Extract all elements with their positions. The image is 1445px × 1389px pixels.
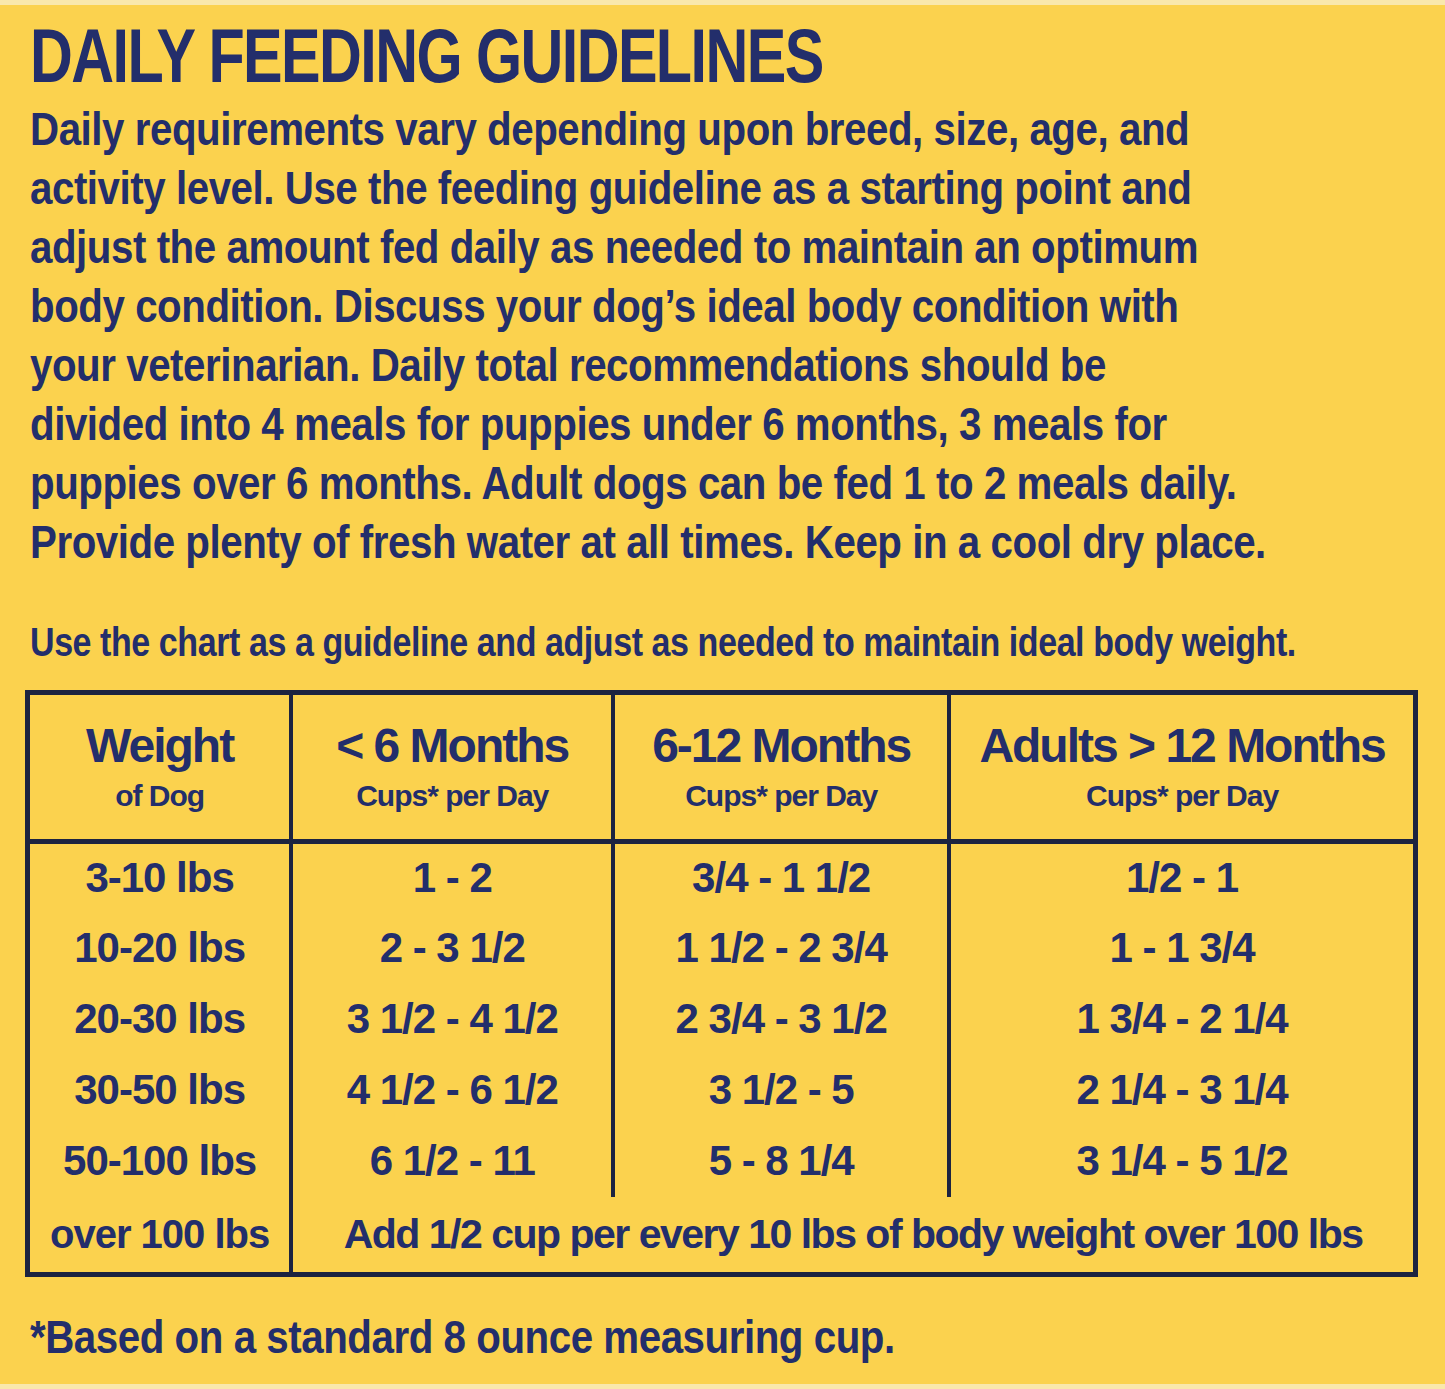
adults-cell: 1/2 - 1 <box>949 842 1415 913</box>
under-6-months-cell: 6 1/2 - 11 <box>291 1126 613 1197</box>
column-header-adults: Adults > 12 Months Cups* per Day <box>949 693 1415 842</box>
column-header-subtitle: Cups* per Day <box>951 779 1413 813</box>
table-row: 3-10 lbs 1 - 2 3/4 - 1 1/2 1/2 - 1 <box>28 842 1416 913</box>
intro-paragraph: Daily requirements vary depending upon b… <box>30 100 1266 572</box>
feeding-guidelines-table: Weight of Dog < 6 Months Cups* per Day 6… <box>25 690 1418 1277</box>
over-100-lbs-note-cell: Add 1/2 cup per every 10 lbs of body wei… <box>291 1197 1415 1275</box>
intro-line: Daily requirements vary depending upon b… <box>30 100 1266 159</box>
intro-line: your veterinarian. Daily total recommend… <box>30 336 1266 395</box>
6-12-months-cell: 2 3/4 - 3 1/2 <box>613 984 949 1055</box>
adults-cell: 2 1/4 - 3 1/4 <box>949 1055 1415 1126</box>
weight-cell: 30-50 lbs <box>28 1055 292 1126</box>
measuring-cup-footnote: *Based on a standard 8 ounce measuring c… <box>30 1310 895 1364</box>
bottom-edge-strip <box>0 1384 1445 1389</box>
under-6-months-cell: 2 - 3 1/2 <box>291 913 613 984</box>
column-header-title: Weight <box>30 721 289 771</box>
table-row: 30-50 lbs 4 1/2 - 6 1/2 3 1/2 - 5 2 1/4 … <box>28 1055 1416 1126</box>
intro-line: Provide plenty of fresh water at all tim… <box>30 513 1266 572</box>
adults-cell: 3 1/4 - 5 1/2 <box>949 1126 1415 1197</box>
adults-cell: 1 - 1 3/4 <box>949 913 1415 984</box>
column-header-subtitle: Cups* per Day <box>615 779 947 813</box>
intro-line: divided into 4 meals for puppies under 6… <box>30 395 1266 454</box>
top-edge-strip <box>0 0 1445 5</box>
under-6-months-cell: 3 1/2 - 4 1/2 <box>291 984 613 1055</box>
under-6-months-cell: 4 1/2 - 6 1/2 <box>291 1055 613 1126</box>
column-header-title: 6-12 Months <box>615 721 947 771</box>
table-row: 50-100 lbs 6 1/2 - 11 5 - 8 1/4 3 1/4 - … <box>28 1126 1416 1197</box>
weight-cell: 20-30 lbs <box>28 984 292 1055</box>
weight-cell: 3-10 lbs <box>28 842 292 913</box>
page-title: DAILY FEEDING GUIDELINES <box>30 12 823 99</box>
column-header-title: < 6 Months <box>293 721 611 771</box>
6-12-months-cell: 5 - 8 1/4 <box>613 1126 949 1197</box>
intro-line: activity level. Use the feeding guidelin… <box>30 159 1266 218</box>
6-12-months-cell: 3 1/2 - 5 <box>613 1055 949 1126</box>
table-header-row: Weight of Dog < 6 Months Cups* per Day 6… <box>28 693 1416 842</box>
intro-line: body condition. Discuss your dog’s ideal… <box>30 277 1266 336</box>
column-header-6-12-months: 6-12 Months Cups* per Day <box>613 693 949 842</box>
intro-line: puppies over 6 months. Adult dogs can be… <box>30 454 1266 513</box>
chart-usage-note: Use the chart as a guideline and adjust … <box>30 620 1296 665</box>
column-header-title: Adults > 12 Months <box>951 721 1413 771</box>
table-row-over-100-lbs: over 100 lbs Add 1/2 cup per every 10 lb… <box>28 1197 1416 1275</box>
weight-cell: 50-100 lbs <box>28 1126 292 1197</box>
6-12-months-cell: 3/4 - 1 1/2 <box>613 842 949 913</box>
table-row: 10-20 lbs 2 - 3 1/2 1 1/2 - 2 3/4 1 - 1 … <box>28 913 1416 984</box>
6-12-months-cell: 1 1/2 - 2 3/4 <box>613 913 949 984</box>
under-6-months-cell: 1 - 2 <box>291 842 613 913</box>
column-header-subtitle: of Dog <box>30 779 289 813</box>
weight-cell: 10-20 lbs <box>28 913 292 984</box>
column-header-subtitle: Cups* per Day <box>293 779 611 813</box>
weight-cell: over 100 lbs <box>28 1197 292 1275</box>
column-header-weight: Weight of Dog <box>28 693 292 842</box>
intro-line: adjust the amount fed daily as needed to… <box>30 218 1266 277</box>
column-header-under-6-months: < 6 Months Cups* per Day <box>291 693 613 842</box>
adults-cell: 1 3/4 - 2 1/4 <box>949 984 1415 1055</box>
table-row: 20-30 lbs 3 1/2 - 4 1/2 2 3/4 - 3 1/2 1 … <box>28 984 1416 1055</box>
